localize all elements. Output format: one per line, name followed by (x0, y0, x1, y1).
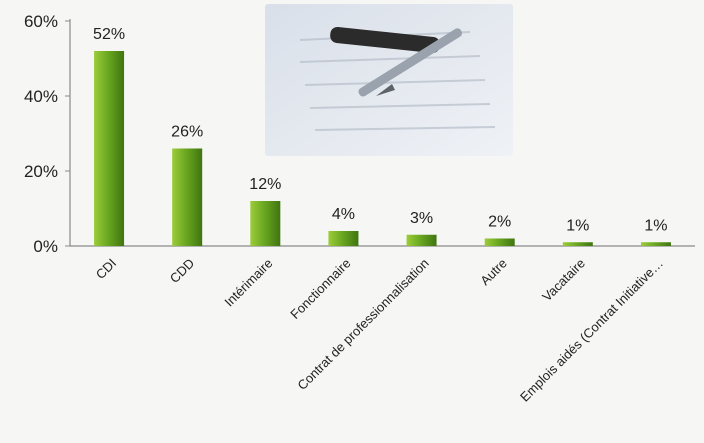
data-label: 12% (249, 176, 281, 193)
x-tick-label: CDI (93, 256, 119, 282)
bar (94, 51, 125, 246)
background-photo (265, 4, 513, 156)
data-label: 4% (332, 206, 355, 223)
x-tick-label: Emplois aidés (Contrat Initiative… (517, 256, 666, 405)
data-label: 26% (171, 124, 203, 141)
pen-icon (330, 26, 463, 97)
y-axis-ticks: 0% 20% 40% 60% (24, 12, 70, 256)
y-tick-label: 40% (24, 87, 58, 106)
bar (328, 231, 359, 246)
y-tick-label: 0% (33, 237, 58, 256)
x-tick-label: Vacataire (539, 256, 588, 305)
bar (172, 148, 203, 246)
data-labels: 52% 26% 12% 4% 3% 2% 1% 1% (93, 26, 667, 234)
y-tick-label: 20% (24, 162, 58, 181)
y-tick-label: 60% (24, 12, 58, 31)
x-tick-label: Contrat de professionnalisation (294, 256, 431, 393)
data-label: 1% (644, 217, 667, 234)
bar (250, 201, 281, 246)
x-tick-label: Autre (477, 256, 510, 289)
bars (94, 51, 671, 246)
data-label: 52% (93, 26, 125, 43)
bar (640, 242, 671, 246)
x-tick-label: Intérimaire (221, 256, 275, 310)
data-label: 3% (410, 210, 433, 227)
data-label: 2% (488, 214, 511, 231)
x-tick-label: CDD (167, 256, 198, 287)
bar (562, 242, 593, 246)
data-label: 1% (566, 217, 589, 234)
x-tick-label: Fonctionnaire (287, 256, 353, 322)
bar (406, 234, 437, 246)
bar (484, 238, 515, 246)
